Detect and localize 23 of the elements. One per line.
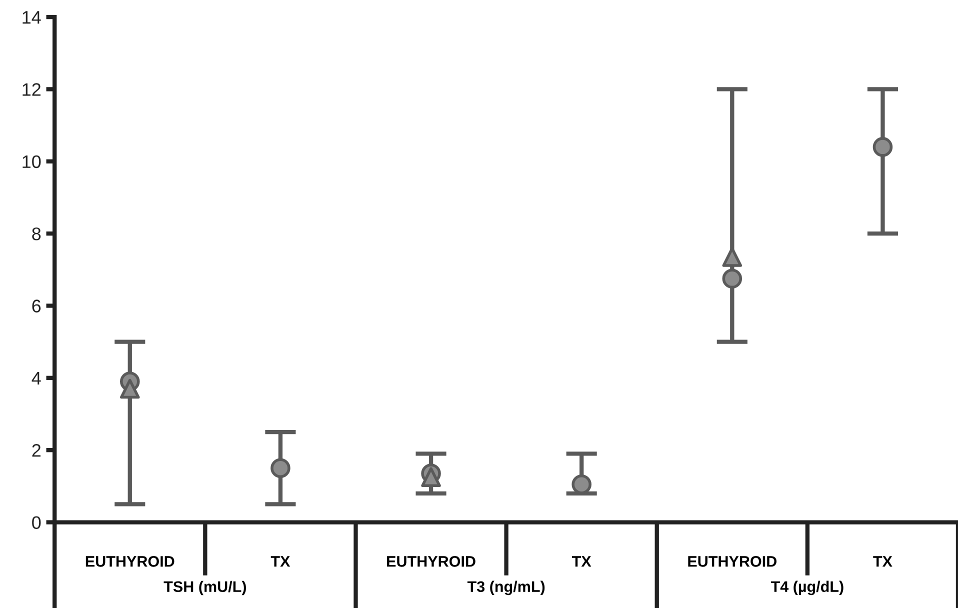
x-tick-label: EUTHYROID: [387, 556, 476, 567]
y-tick-label: 4: [32, 372, 41, 384]
y-tick-label: 14: [22, 11, 41, 24]
point: [872, 137, 893, 157]
y-tick-label: 0: [32, 516, 41, 529]
y-tick-label: 2: [32, 444, 41, 457]
point: [722, 268, 742, 289]
point: [120, 378, 140, 399]
text: T3 (ng/mL): [467, 580, 545, 596]
point: [270, 458, 290, 478]
point: [722, 247, 742, 267]
x-tick-label: TX: [572, 556, 592, 567]
point: [421, 467, 441, 488]
y-tick-label: 12: [22, 83, 41, 96]
text: T4 (µg/dL): [770, 580, 844, 596]
x-tick-label: EUTHYROID: [688, 556, 776, 567]
x-tick-label: TX: [873, 556, 892, 567]
x-tick-label: TX: [270, 556, 290, 567]
y-tick-label: 6: [32, 300, 41, 312]
y-tick-label: 8: [32, 227, 41, 240]
x-tick-label: EUTHYROID: [86, 556, 174, 567]
y-tick-label: 10: [22, 155, 41, 168]
text: TSH (mU/L): [164, 580, 246, 596]
